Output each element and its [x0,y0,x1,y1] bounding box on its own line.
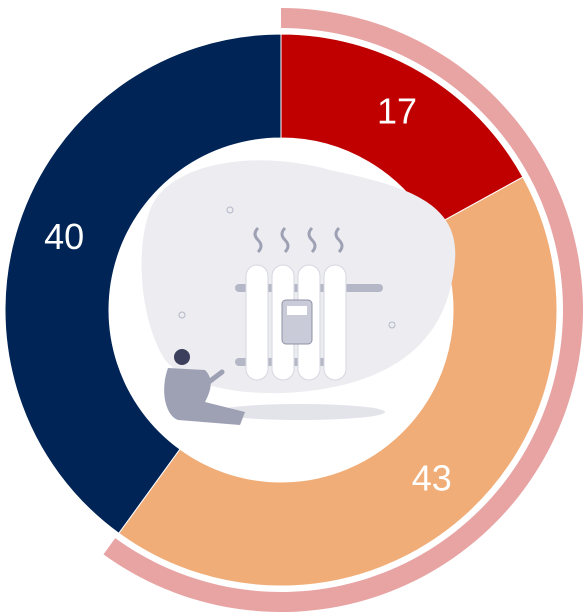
donut-slice [280,33,524,228]
radiator [245,264,347,381]
data-label: 17 [377,90,417,131]
donut-slice [118,176,558,587]
dot [178,311,186,319]
person-arm [202,369,225,388]
dot [388,321,396,329]
data-label: 43 [412,458,452,499]
donut-slice [4,33,282,534]
center-illustration [141,160,456,425]
floor-shadow [215,404,385,420]
data-label: 40 [44,216,84,257]
dot [226,206,234,214]
person-head [174,349,190,365]
person-body [164,368,245,425]
meter-screen [287,306,307,315]
heat-waves [253,226,344,254]
